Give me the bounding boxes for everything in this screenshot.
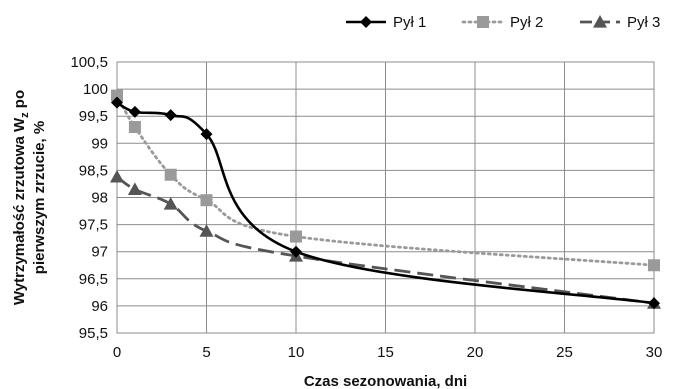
y-tick-label: 97 [91, 244, 108, 261]
series-3-point [163, 197, 178, 210]
series-2-point [111, 89, 123, 102]
y-axis-title-main: Wytrzymałość zrzutowa W [11, 117, 28, 305]
series-2-point [290, 230, 302, 243]
x-tick-label: 10 [288, 344, 305, 361]
legend-label: Pył 1 [393, 14, 426, 31]
legend-label: Pył 3 [627, 14, 660, 31]
series-markers [110, 89, 661, 310]
x-tick-label: 15 [377, 344, 394, 361]
series-1-point [111, 96, 123, 109]
y-tick-label: 100 [83, 81, 108, 98]
y-axis-title-line-1: Wytrzymałość zrzutowa Wz po [11, 90, 31, 305]
x-tick-label: 0 [113, 344, 121, 361]
legend-swatch-marker [360, 16, 372, 28]
legend-swatch-marker [477, 16, 489, 28]
y-tick-label: 98 [91, 190, 108, 207]
series-3-point [127, 182, 142, 195]
y-axis-title-line-2: pierwszym zrzucie, % [31, 121, 48, 274]
series-1-point [648, 297, 660, 310]
y-axis-title-subscript: z [19, 112, 31, 118]
x-axis-title: Czas sezonowania, dni [304, 373, 467, 389]
series-3-point [110, 169, 124, 183]
y-tick-label: 99,5 [79, 108, 108, 125]
series-2-point [128, 121, 141, 134]
series-3-point [199, 224, 214, 237]
y-tick-label: 99 [91, 135, 108, 152]
y-axis-title-tail: po [11, 90, 28, 113]
x-tick-label: 30 [646, 344, 663, 361]
legend: Pył 1 Pył 2 Pył 3 [346, 14, 660, 31]
x-tick-labels: 0 5 10 15 20 25 30 [113, 344, 663, 361]
grid-lines [116, 61, 655, 334]
series-1-point [164, 109, 177, 122]
x-tick-label: 25 [556, 344, 573, 361]
series-2-point [200, 194, 213, 207]
series-2-point [164, 168, 177, 181]
y-tick-label: 96 [91, 298, 108, 315]
series-2-point [648, 259, 660, 272]
y-tick-label: 98,5 [79, 162, 108, 179]
y-tick-label: 96,5 [79, 271, 108, 288]
plot-area [116, 61, 655, 334]
x-tick-label: 5 [202, 344, 210, 361]
legend-label: Pył 2 [510, 14, 543, 31]
series-1-point [128, 105, 141, 118]
y-tick-label: 100,5 [70, 54, 108, 71]
series-1-point [200, 128, 213, 141]
y-tick-label: 97,5 [79, 217, 108, 234]
legend-swatch-marker [593, 15, 607, 28]
y-tick-labels: 95,5 96 96,5 97 97,5 98 98,5 99 99,5 100 100,5 [70, 54, 108, 342]
series-1-point [290, 245, 302, 258]
x-tick-label: 20 [467, 344, 484, 361]
y-tick-label: 95,5 [79, 325, 108, 342]
